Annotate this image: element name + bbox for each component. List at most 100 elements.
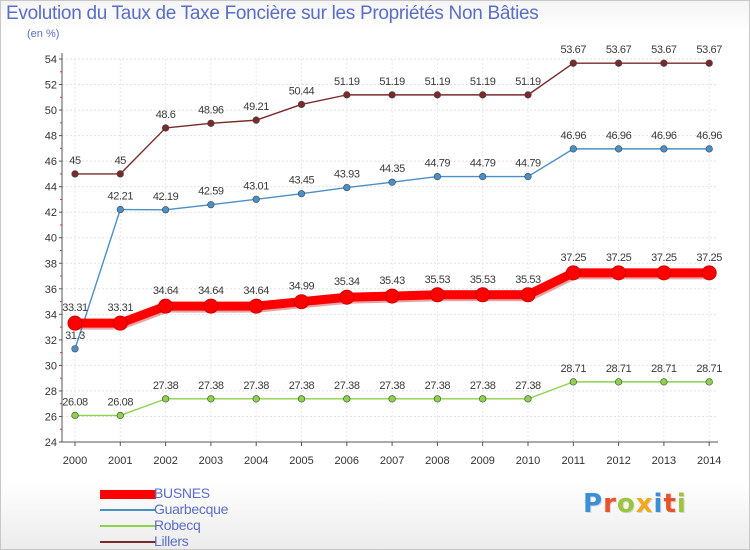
y-tick-label: 24	[45, 437, 57, 449]
data-point	[339, 289, 355, 305]
legend-label: Robecq	[154, 517, 201, 533]
legend-item-robecq: Robecq	[100, 517, 300, 534]
data-point	[207, 119, 215, 127]
plot-area	[62, 59, 718, 442]
chart-title: Evolution du Taux de Taxe Foncière sur l…	[6, 3, 539, 24]
data-point	[433, 91, 442, 99]
data-label: 34.64	[153, 285, 179, 297]
data-point	[705, 59, 713, 67]
data-point	[116, 205, 124, 214]
data-label: 46.96	[651, 130, 677, 142]
y-tick-label: 30	[45, 360, 57, 372]
x-tick-label: 2007	[380, 455, 404, 467]
data-point	[479, 91, 487, 99]
data-label: 51.19	[379, 76, 405, 88]
data-point	[520, 287, 536, 303]
data-label: 46.96	[606, 130, 632, 142]
data-label: 27.38	[153, 380, 179, 392]
data-point	[112, 315, 128, 331]
data-point	[248, 298, 264, 314]
data-label: 34.64	[198, 285, 224, 297]
data-point	[479, 395, 487, 403]
data-point	[433, 395, 442, 403]
x-tick-label: 2014	[697, 455, 721, 467]
data-label: 48.6	[156, 109, 176, 121]
y-tick-label: 48	[45, 131, 57, 143]
data-label: 37.25	[651, 252, 677, 264]
data-point	[660, 378, 668, 386]
data-point	[569, 378, 577, 386]
legend-swatch	[100, 490, 156, 499]
data-point	[71, 345, 79, 353]
data-point	[252, 195, 260, 203]
legend-item-guarbecque: Guarbecque	[100, 501, 300, 518]
data-label: 51.19	[470, 76, 496, 88]
legend-swatch	[100, 525, 156, 527]
data-label: 31.3	[65, 330, 85, 342]
legend-item-lillers: Lillers	[100, 533, 300, 550]
series-lillers: 45 45 48.6 48.96 49.21 50.44 51.19 51.19 51.19 51…	[69, 44, 723, 178]
data-label: 53.67	[651, 44, 677, 56]
data-label: 27.38	[289, 380, 315, 392]
data-label: 33.31	[108, 302, 134, 314]
data-point	[207, 395, 215, 403]
data-point	[614, 59, 623, 67]
data-point	[524, 91, 532, 99]
x-tick-label: 2008	[425, 455, 449, 467]
data-label: 53.67	[561, 44, 587, 56]
data-point	[162, 395, 170, 403]
data-label: 43.93	[334, 169, 360, 181]
data-point	[524, 395, 532, 403]
x-tick-label: 2011	[561, 455, 585, 467]
x-tick-label: 2006	[335, 455, 359, 467]
data-label: 35.34	[334, 276, 360, 288]
data-point	[158, 298, 174, 314]
data-label: 43.45	[289, 175, 315, 187]
data-point	[429, 287, 445, 303]
data-label: 27.38	[515, 380, 541, 392]
data-label: 51.19	[334, 76, 360, 88]
data-label: 44.79	[515, 158, 541, 170]
data-label: 26.08	[108, 396, 134, 408]
y-tick-label: 36	[45, 284, 57, 296]
data-point	[524, 172, 532, 181]
x-tick-label: 2003	[199, 455, 223, 467]
data-point	[701, 265, 717, 281]
data-label: 44.35	[379, 163, 405, 175]
data-point	[569, 145, 577, 153]
data-point	[384, 288, 400, 304]
y-tick-label: 28	[45, 386, 57, 398]
data-label: 28.71	[651, 363, 677, 375]
data-label: 37.25	[606, 252, 632, 264]
data-label: 35.53	[515, 274, 541, 286]
data-label: 35.53	[470, 274, 496, 286]
data-label: 53.67	[606, 44, 632, 56]
y-tick-label: 26	[45, 411, 57, 423]
data-point	[479, 172, 487, 181]
data-label: 28.71	[606, 363, 632, 375]
data-point	[569, 59, 577, 67]
data-point	[343, 395, 351, 403]
data-label: 27.38	[334, 380, 360, 392]
data-label: 45	[115, 155, 127, 167]
data-label: 49.21	[243, 101, 269, 113]
x-tick-label: 2013	[652, 455, 676, 467]
data-label: 28.71	[696, 363, 722, 375]
data-point	[343, 91, 351, 99]
y-tick-label: 40	[45, 233, 57, 245]
data-point	[565, 265, 581, 281]
data-label: 37.25	[696, 252, 722, 264]
data-point	[116, 170, 124, 178]
y-tick-label: 42	[45, 207, 57, 219]
data-label: 51.19	[425, 76, 451, 88]
x-tick-label: 2010	[516, 455, 540, 467]
data-point	[297, 100, 306, 109]
x-tick-label: 2004	[244, 455, 268, 467]
y-tick-label: 34	[45, 309, 57, 321]
data-point	[388, 178, 396, 186]
data-point	[162, 124, 170, 132]
data-point	[252, 395, 260, 403]
x-tick-label: 2000	[63, 455, 87, 467]
data-label: 46.96	[696, 130, 722, 142]
data-point	[252, 116, 260, 124]
